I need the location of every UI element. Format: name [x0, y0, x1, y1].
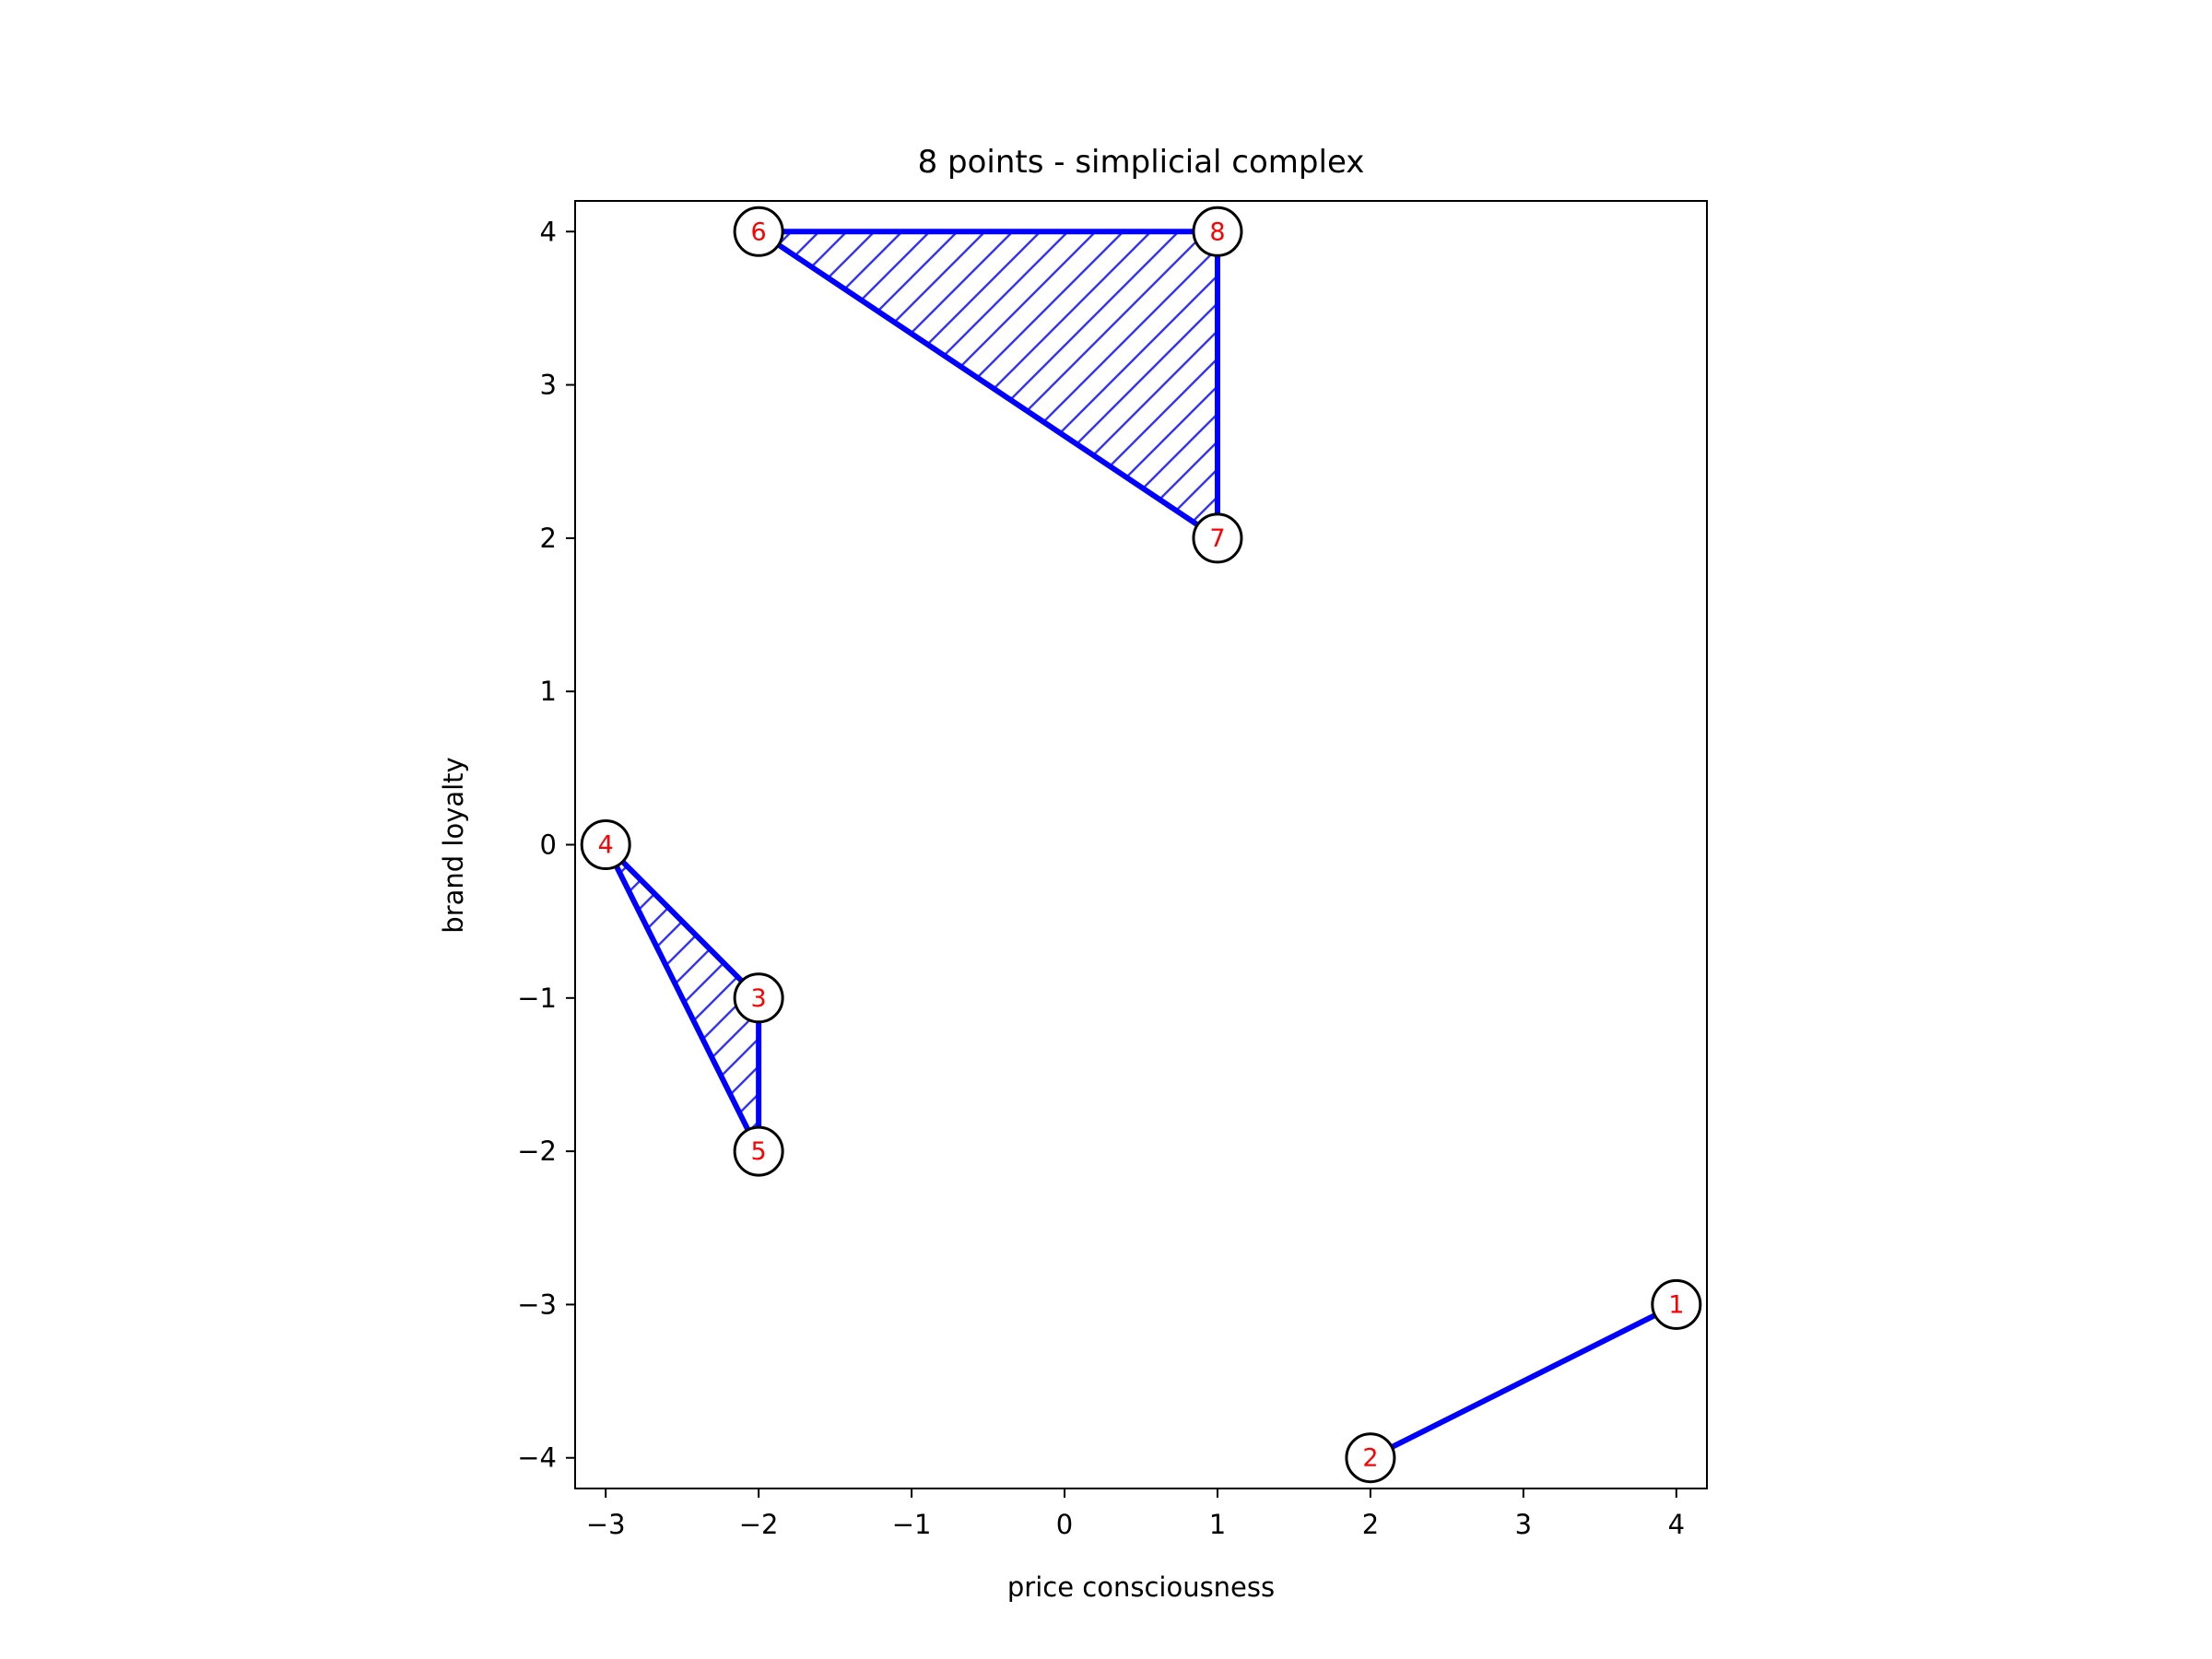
points: 1 2 3 4 5 6 7 8 [580, 206, 1702, 1484]
y-axis-ticks: −4 −3 −2 −1 0 1 2 3 4 [517, 216, 575, 1474]
point-label: 2 [1362, 1444, 1378, 1473]
y-tick-label: 4 [540, 216, 557, 247]
point-4: 4 [580, 819, 631, 870]
point-marker [1651, 1278, 1702, 1330]
y-tick-label: 2 [540, 523, 557, 554]
x-tick-label: −2 [739, 1509, 779, 1540]
point-label: 5 [751, 1137, 767, 1166]
x-tick-label: −3 [586, 1509, 626, 1540]
x-tick-label: 0 [1056, 1509, 1073, 1540]
point-label: 8 [1209, 218, 1225, 246]
y-tick-label: 0 [540, 830, 557, 861]
point-3: 3 [733, 972, 784, 1024]
edge-1-2 [1369, 1301, 1678, 1461]
point-marker [1345, 1432, 1396, 1484]
point-1: 1 [1651, 1278, 1702, 1330]
edge-4-5 [603, 843, 761, 1153]
x-axis-label: price consciousness [1007, 1571, 1275, 1603]
x-tick-label: −1 [892, 1509, 932, 1540]
point-6: 6 [733, 206, 784, 257]
point-label: 1 [1668, 1290, 1684, 1319]
y-tick-label: 1 [540, 676, 557, 707]
y-tick-label: −4 [517, 1442, 557, 1474]
point-marker [733, 1125, 784, 1177]
filled-simplices [606, 231, 1218, 1152]
y-tick-label: 3 [540, 370, 557, 401]
x-tick-label: 2 [1362, 1509, 1379, 1540]
y-axis-label: brand loyalty [438, 757, 469, 933]
point-7: 7 [1192, 512, 1243, 564]
plot-area: 1 2 3 4 5 6 7 8 [580, 206, 1702, 1484]
y-tick-label: −3 [517, 1288, 557, 1320]
point-marker [580, 819, 631, 870]
x-tick-label: 3 [1515, 1509, 1532, 1540]
point-marker [1192, 206, 1243, 257]
point-label: 3 [751, 984, 767, 1013]
x-tick-label: 1 [1209, 1509, 1226, 1540]
point-8: 8 [1192, 206, 1243, 257]
point-marker [733, 206, 784, 257]
x-tick-label: 4 [1668, 1509, 1685, 1540]
point-marker [1192, 512, 1243, 564]
point-2: 2 [1345, 1432, 1396, 1484]
edge-3-4 [604, 842, 761, 1000]
point-5: 5 [733, 1125, 784, 1177]
chart-title: 8 points - simplicial complex [918, 144, 1365, 181]
x-axis-ticks: −3 −2 −1 0 1 2 3 4 [586, 1488, 1685, 1540]
point-label: 6 [751, 218, 767, 246]
point-label: 4 [598, 831, 614, 860]
point-label: 7 [1209, 524, 1225, 553]
y-tick-label: −2 [517, 1135, 557, 1167]
edge-6-7 [757, 229, 1219, 541]
point-marker [733, 972, 784, 1024]
y-tick-label: −1 [517, 982, 557, 1014]
edges [603, 229, 1678, 1461]
